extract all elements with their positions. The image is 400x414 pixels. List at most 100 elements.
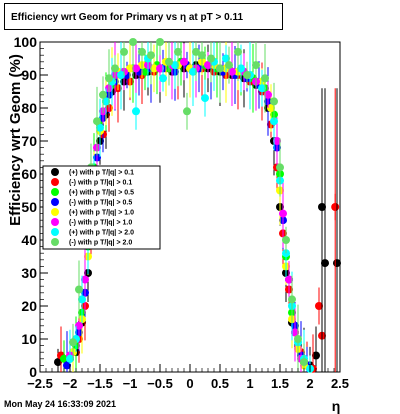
x-tick-label: 2.5: [331, 376, 349, 391]
legend-marker: [51, 198, 59, 206]
data-point: [156, 64, 164, 73]
data-point: [81, 275, 89, 284]
x-tick-label: 1: [246, 376, 253, 391]
data-point: [69, 338, 77, 347]
data-point: [285, 275, 293, 284]
data-point: [243, 71, 251, 79]
legend-entry-label: (+) with p T/|q| > 0.5: [69, 190, 134, 197]
timestamp-footer: Mon May 24 16:33:09 2021: [4, 399, 117, 409]
data-point: [291, 328, 299, 337]
data-point: [267, 104, 275, 112]
data-point: [120, 47, 128, 56]
data-point: [270, 117, 278, 126]
data-point: [234, 47, 242, 56]
x-tick-label: −2.5: [27, 376, 53, 391]
legend-box: [42, 165, 161, 250]
data-point: [156, 38, 164, 46]
data-point: [138, 47, 146, 56]
data-point: [264, 90, 272, 99]
legend-marker: [51, 228, 59, 236]
x-axis-label: η: [332, 398, 341, 414]
x-tick-label: 0: [186, 376, 193, 391]
data-point: [129, 38, 137, 46]
x-tick-label: 0.5: [211, 376, 229, 391]
data-point: [273, 137, 281, 145]
data-point: [207, 54, 215, 63]
data-point: [60, 354, 68, 363]
data-point: [99, 90, 107, 99]
y-tick-label: 70: [21, 133, 37, 149]
data-point: [270, 97, 278, 106]
legend-entry-label: (-) with p T/|q| > 0.1: [69, 180, 132, 187]
data-point: [171, 61, 179, 70]
data-point: [102, 97, 110, 106]
data-point: [75, 285, 83, 294]
data-point: [54, 358, 62, 367]
y-tick-label: 10: [21, 331, 37, 347]
y-tick-label: 100: [14, 34, 38, 50]
data-point: [288, 295, 296, 304]
legend-marker: [51, 178, 59, 186]
data-point: [111, 64, 119, 73]
data-point: [189, 67, 197, 76]
data-point: [252, 61, 260, 70]
data-point: [183, 107, 191, 116]
x-tick-label: 2: [306, 376, 313, 391]
legend-entry-label: (+) with p T/|q| > 1.0: [69, 210, 134, 217]
data-point: [276, 163, 284, 172]
data-point: [126, 64, 134, 73]
data-point: [96, 123, 104, 132]
data-point: [282, 249, 290, 258]
legend-marker: [51, 208, 59, 216]
data-point: [312, 351, 320, 360]
data-point: [294, 335, 302, 343]
data-point: [147, 51, 155, 60]
data-point: [225, 61, 233, 70]
x-tick-label: −1: [123, 376, 138, 391]
data-point: [279, 209, 287, 218]
data-point: [261, 74, 269, 83]
series-7: [69, 38, 308, 372]
y-axis-label: Efficiency wrt Geom (%): [7, 54, 24, 226]
data-point: [63, 361, 71, 370]
data-point: [300, 358, 308, 367]
data-point: [105, 74, 113, 83]
data-point: [132, 107, 140, 116]
x-tick-label: −2: [63, 376, 78, 391]
data-point: [150, 64, 158, 73]
data-point: [228, 67, 236, 76]
data-point: [204, 61, 212, 70]
data-point: [282, 236, 290, 244]
y-tick-label: 40: [21, 232, 37, 248]
data-point: [165, 57, 173, 66]
y-tick-label: 90: [21, 67, 37, 83]
data-point: [180, 57, 188, 66]
y-tick-label: 20: [21, 298, 37, 314]
data-point: [159, 74, 167, 83]
data-point: [78, 295, 86, 304]
legend-entry-label: (-) with p T/|q| > 0.5: [69, 200, 132, 207]
legend-entry-label: (-) with p T/|q| > 1.0: [69, 220, 132, 227]
legend-entry-label: (-) with p T/|q| > 2.0: [69, 240, 132, 247]
data-point: [132, 64, 140, 73]
data-point: [198, 51, 206, 60]
y-tick-label: 50: [21, 199, 37, 215]
data-point: [201, 94, 209, 103]
data-point: [66, 354, 74, 363]
data-point: [237, 64, 245, 73]
data-point: [174, 47, 182, 56]
data-point: [75, 321, 83, 330]
data-point: [141, 67, 149, 76]
chart-title: Efficiency wrt Geom for Primary vs η at …: [4, 3, 283, 30]
y-tick-label: 60: [21, 166, 37, 182]
data-point: [117, 71, 125, 79]
data-point: [222, 54, 230, 63]
x-tick-label: 1.5: [271, 376, 289, 391]
y-tick-label: 0: [29, 364, 37, 380]
x-tick-label: −1.5: [87, 376, 113, 391]
x-tick-label: −0.5: [147, 376, 173, 391]
legend-marker: [51, 188, 59, 196]
legend-marker: [51, 218, 59, 226]
data-point: [216, 64, 224, 73]
